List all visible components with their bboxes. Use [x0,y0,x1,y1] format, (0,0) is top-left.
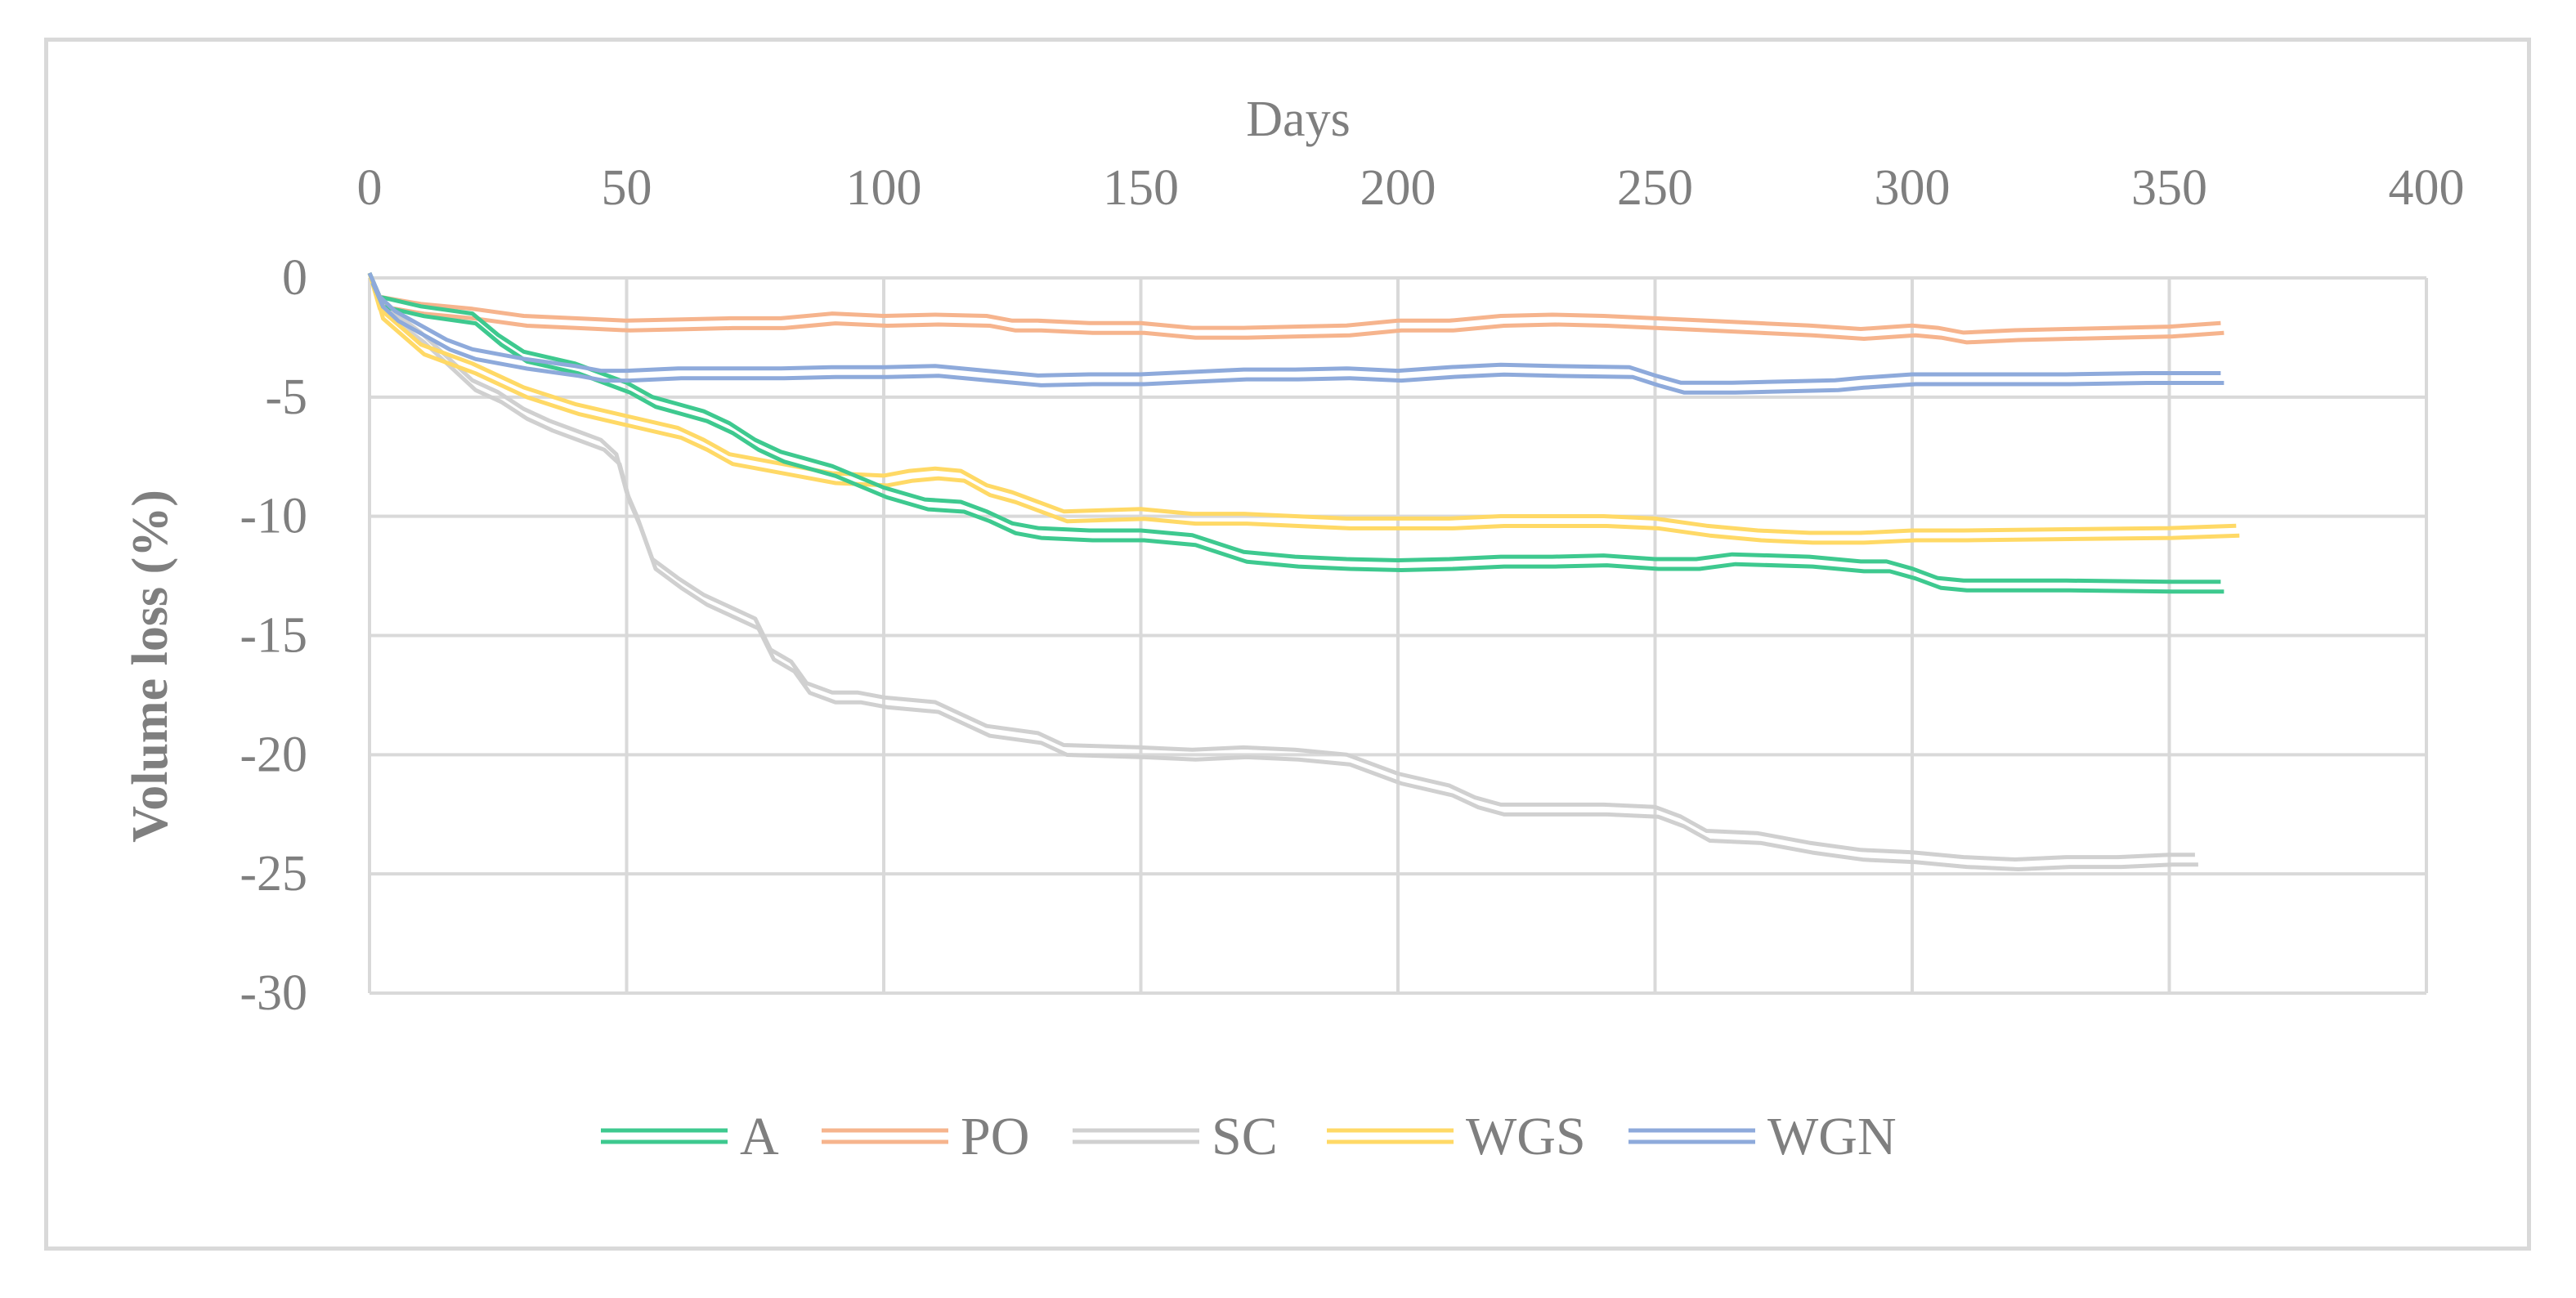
legend-label: A [740,1107,779,1166]
y-axis-title: Volume loss (%) [123,490,178,843]
x-tick-label: 200 [1360,160,1436,216]
legend-label: WGN [1767,1107,1897,1166]
series-sc [367,272,2198,871]
grid-lines [368,276,2428,995]
series-lines [367,272,2240,871]
series-wgn [367,272,2224,395]
y-tick-label: -20 [240,727,307,782]
series-line-sc [367,272,2195,862]
series-po [367,272,2224,345]
series-line-wgs [370,282,2240,545]
x-axis-ticks: 0 50 100 150 200 250 300 350 400 [357,160,2465,216]
y-tick-label: 0 [282,250,307,306]
series-a [367,272,2224,594]
x-axis-title: Days [1246,92,1350,147]
legend-label: WGS [1466,1107,1586,1166]
series-line-po [370,282,2224,345]
x-tick-label: 350 [2131,160,2207,216]
x-tick-label: 50 [602,160,652,216]
y-tick-label: -10 [240,489,307,544]
y-tick-label: -25 [240,846,307,902]
chart-frame [44,38,2531,1251]
series-line-wgn [367,272,2221,385]
x-tick-label: 100 [846,160,922,216]
series-line-a [367,272,2221,584]
legend: A PO SC WGS WGN [601,1107,1897,1166]
y-axis-ticks: 0 -5 -10 -15 -20 -25 -30 [240,250,307,1021]
legend-label: SC [1212,1107,1278,1166]
legend-item-a: A [601,1107,779,1166]
y-tick-label: -5 [265,369,307,425]
x-tick-label: 400 [2389,160,2465,216]
series-line-wgs [367,272,2237,535]
y-tick-label: -30 [240,965,307,1021]
series-wgs [367,272,2240,545]
x-tick-label: 150 [1103,160,1179,216]
series-line-sc [370,282,2198,871]
legend-item-po: PO [822,1107,1029,1166]
legend-item-wgn: WGN [1628,1107,1897,1166]
x-tick-label: 0 [357,160,383,216]
legend-item-sc: SC [1073,1107,1278,1166]
series-line-po [367,272,2221,335]
x-tick-label: 250 [1617,160,1693,216]
legend-item-wgs: WGS [1327,1107,1586,1166]
x-tick-label: 300 [1875,160,1951,216]
series-line-a [370,282,2224,594]
legend-label: PO [961,1107,1029,1166]
y-tick-label: -15 [240,608,307,664]
series-line-wgn [370,282,2224,395]
